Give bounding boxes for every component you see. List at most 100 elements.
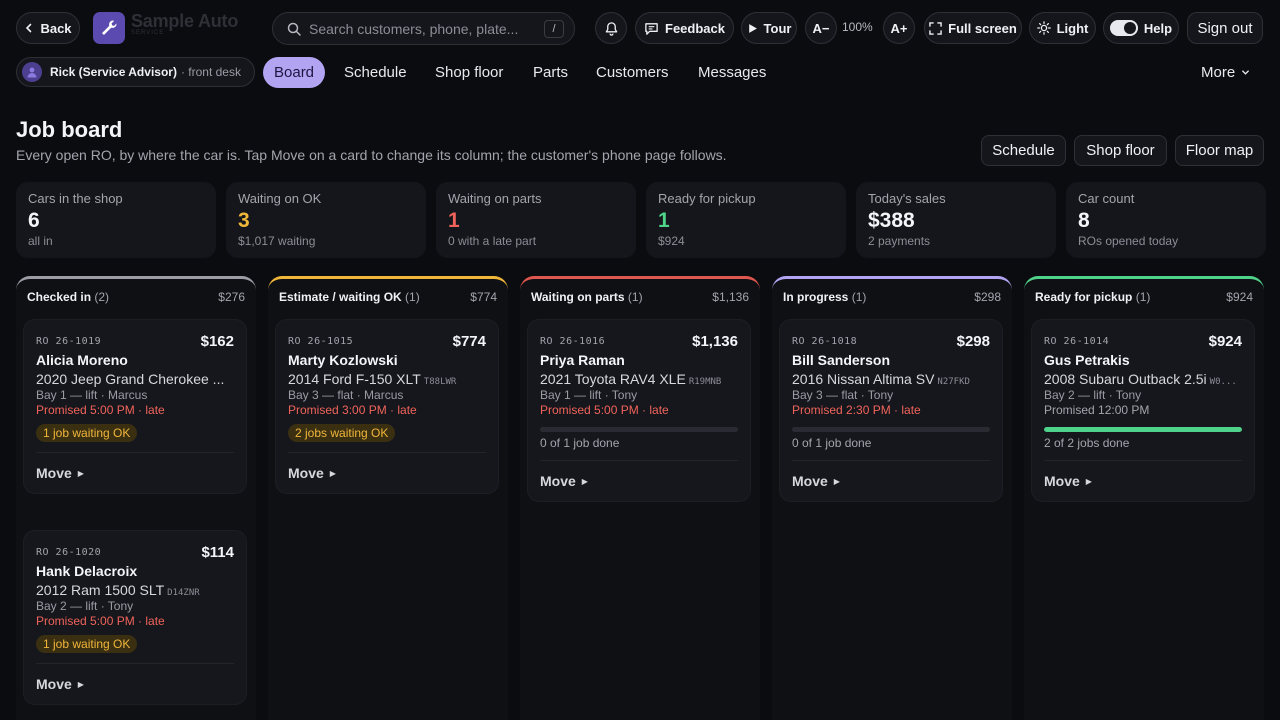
schedule-button[interactable]: Schedule (981, 135, 1066, 166)
tab-parts-label: Parts (533, 64, 569, 81)
stat-value: 3 (238, 209, 250, 232)
help-switch[interactable] (1109, 20, 1138, 36)
user-chip[interactable]: Rick (Service Advisor) · front desk (16, 57, 255, 87)
job-card[interactable]: RO 26-1018 $298 Bill Sanderson 2016 Nissan … (779, 319, 1003, 502)
search-icon (287, 22, 301, 36)
notifications-button[interactable] (595, 12, 627, 44)
more-menu[interactable]: More (1201, 57, 1250, 88)
floor-map-button[interactable]: Floor map (1175, 135, 1264, 166)
job-card[interactable]: RO 26-1019 $162 Alicia Moreno 2020 Jeep Gra… (23, 319, 247, 494)
floor-map-button-label: Floor map (1185, 142, 1254, 159)
feedback-button[interactable]: Feedback (635, 12, 734, 44)
move-label: Move (1044, 473, 1080, 489)
move-label: Move (36, 465, 72, 481)
play-icon: ▶ (833, 476, 840, 486)
tour-button[interactable]: Tour (741, 12, 797, 44)
stat-value: 1 (448, 209, 460, 232)
column-title-wrap: Estimate / waiting OK (1) (279, 290, 420, 304)
back-label: Back (40, 20, 72, 36)
move-button[interactable]: Move ▶ (792, 461, 990, 501)
play-icon: ▶ (329, 468, 336, 478)
theme-button[interactable]: Light (1029, 12, 1096, 44)
move-button[interactable]: Move ▶ (288, 453, 486, 493)
help-toggle[interactable]: Help (1103, 12, 1179, 44)
brand: Sample Auto SERVICE (131, 11, 238, 36)
stat-value: 8 (1078, 209, 1090, 232)
sign-out-label: Sign out (1197, 19, 1253, 37)
stat-value: 6 (28, 209, 40, 232)
tab-board[interactable]: Board (263, 57, 326, 88)
bay-assignment: Bay 1 — lift · Marcus (36, 388, 148, 402)
job-card[interactable]: RO 26-1016 $1,136 Priya Raman 2021 Toyota R… (527, 319, 751, 502)
stat-label: Car count (1078, 191, 1135, 206)
move-button[interactable]: Move ▶ (540, 461, 738, 501)
move-button[interactable]: Move ▶ (1044, 461, 1242, 501)
status-badge: 1 job waiting OK (36, 635, 138, 653)
tab-messages[interactable]: Messages (698, 57, 766, 88)
fullscreen-button[interactable]: Full screen (924, 12, 1022, 44)
column-title: Ready for pickup (1035, 290, 1133, 304)
column-count: (1) (627, 290, 643, 304)
tab-customers[interactable]: Customers (596, 57, 669, 88)
ro-number: RO 26-1014 (1044, 336, 1110, 347)
board-column: In progress (1) $298 RO 26-1018 $298 Bill Sa… (772, 276, 1012, 720)
customer-name: Hank Delacroix (36, 563, 138, 579)
stat-card: Car count 8 ROs opened today (1066, 182, 1266, 258)
ro-number: RO 26-1018 (792, 336, 858, 347)
tab-shop-floor[interactable]: Shop floor (435, 57, 503, 88)
jobs-done: 2 of 2 jobs done (1044, 436, 1130, 450)
move-button[interactable]: Move ▶ (36, 664, 234, 704)
vehicle-name: 2016 Nissan Altima SV (792, 371, 935, 387)
shop-floor-button-label: Shop floor (1086, 142, 1155, 159)
stat-label: Ready for pickup (658, 191, 756, 206)
progress-bar (1044, 427, 1242, 432)
jobs-done: 0 of 1 job done (540, 436, 620, 450)
column-title: Estimate / waiting OK (279, 290, 402, 304)
tab-shop-floor-label: Shop floor (435, 64, 504, 81)
ro-amount: $1,136 (692, 333, 738, 350)
license-plate: T88LWR (423, 377, 457, 387)
stat-card: Cars in the shop 6 all in (16, 182, 216, 258)
tab-schedule[interactable]: Schedule (344, 57, 407, 88)
help-label: Help (1143, 20, 1173, 36)
sign-out-button[interactable]: Sign out (1187, 12, 1263, 44)
card-divider (540, 460, 738, 461)
play-icon: ▶ (1085, 476, 1092, 486)
card-divider (36, 452, 234, 453)
back-button[interactable]: Back (16, 12, 80, 44)
shop-floor-button[interactable]: Shop floor (1074, 135, 1167, 166)
tab-parts[interactable]: Parts (533, 57, 568, 88)
app-logo[interactable] (93, 12, 125, 44)
ro-amount: $162 (200, 333, 234, 350)
status-badge: 2 jobs waiting OK (288, 424, 396, 442)
status-badge: 1 job waiting OK (36, 424, 138, 442)
theme-label: Light (1056, 20, 1089, 36)
fullscreen-label: Full screen (948, 20, 1017, 36)
customer-name: Alicia Moreno (36, 352, 128, 368)
job-card[interactable]: RO 26-1020 $114 Hank Delacroix 2012 Ram 150… (23, 530, 247, 705)
job-card[interactable]: RO 26-1015 $774 Marty Kozlowski 2014 Ford F… (275, 319, 499, 494)
bell-icon (604, 21, 619, 36)
move-label: Move (288, 465, 324, 481)
column-header: Ready for pickup (1) $924 (1024, 279, 1264, 304)
column-title-wrap: Checked in (2) (27, 290, 109, 304)
card-divider (792, 460, 990, 461)
promised-time: Promised 12:00 PM (1044, 403, 1150, 417)
brand-name: Sample Auto (131, 11, 239, 31)
move-button[interactable]: Move ▶ (36, 453, 234, 493)
zoom-in-button[interactable]: A+ (883, 12, 915, 44)
tab-customers-label: Customers (596, 64, 669, 81)
search-input[interactable] (309, 20, 536, 37)
zoom-out-button[interactable]: A− (805, 12, 837, 44)
page-subtitle: Every open RO, by where the car is. Tap … (16, 147, 727, 163)
license-plate: R19MNB (688, 377, 722, 387)
vehicle: 2008 Subaru Outback 2.5i W0... (1044, 371, 1242, 387)
column-header: Checked in (2) $276 (16, 279, 256, 304)
column-title: Waiting on parts (531, 290, 625, 304)
license-plate: N27FKD (937, 377, 970, 387)
column-total: $774 (470, 290, 497, 304)
search-bar[interactable]: / (272, 12, 575, 45)
jobs-done: 0 of 1 job done (792, 436, 872, 450)
zoom-level: 100% (842, 20, 873, 34)
job-card[interactable]: RO 26-1014 $924 Gus Petrakis 2008 Subaru Ou… (1031, 319, 1255, 502)
